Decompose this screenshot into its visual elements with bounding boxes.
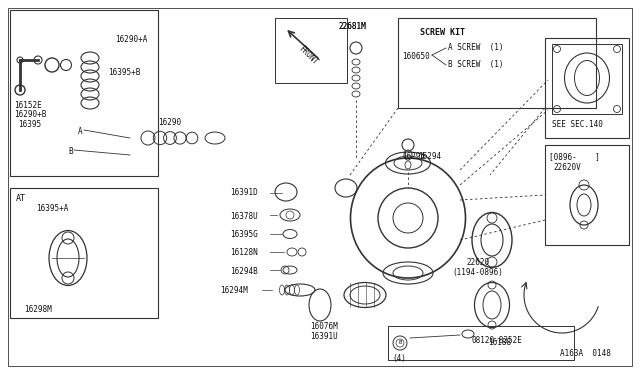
Text: SEE SEC.140: SEE SEC.140 <box>552 120 603 129</box>
Text: 16290: 16290 <box>158 118 181 127</box>
Text: 16294M: 16294M <box>220 286 248 295</box>
Text: 16391U: 16391U <box>310 332 338 341</box>
Bar <box>552 44 622 114</box>
Text: 22620V: 22620V <box>553 163 580 172</box>
Text: B: B <box>398 340 402 346</box>
Text: 16294B: 16294B <box>230 267 258 276</box>
Bar <box>545 145 629 245</box>
Text: 16395: 16395 <box>18 120 41 129</box>
Text: 16290+A: 16290+A <box>115 35 147 44</box>
Text: 16378U: 16378U <box>230 212 258 221</box>
Text: 16395+B: 16395+B <box>108 68 140 77</box>
Text: 16188: 16188 <box>488 338 511 347</box>
Bar <box>10 10 158 176</box>
Text: 22681M: 22681M <box>338 22 365 31</box>
Bar <box>10 188 158 318</box>
Text: 16391D: 16391D <box>230 188 258 197</box>
Text: 16395+A: 16395+A <box>36 204 68 213</box>
Text: AT: AT <box>16 194 26 203</box>
Text: B SCREW  (1): B SCREW (1) <box>448 60 504 69</box>
Text: 22620: 22620 <box>466 258 489 267</box>
Text: A SCREW  (1): A SCREW (1) <box>448 43 504 52</box>
Text: 16395G: 16395G <box>230 230 258 239</box>
Text: [0896-    ]: [0896- ] <box>549 152 600 161</box>
Bar <box>388 326 574 360</box>
Text: 16076M: 16076M <box>310 322 338 331</box>
Text: 16298M: 16298M <box>24 305 52 314</box>
Text: A: A <box>78 127 83 136</box>
Text: SCREW KIT: SCREW KIT <box>420 28 465 37</box>
Text: 08120-8352E: 08120-8352E <box>472 336 523 345</box>
Text: (1194-0896): (1194-0896) <box>452 268 503 277</box>
Text: 16152E: 16152E <box>14 101 42 110</box>
Text: (4): (4) <box>392 354 406 363</box>
Bar <box>545 38 629 138</box>
Text: 22681M: 22681M <box>338 22 365 31</box>
Text: B: B <box>68 147 72 156</box>
Bar <box>275 18 347 83</box>
Text: 16294: 16294 <box>402 152 425 161</box>
Text: 16290+B: 16290+B <box>14 110 46 119</box>
Bar <box>398 18 596 108</box>
Text: A163A  0148: A163A 0148 <box>560 349 611 358</box>
Text: FRONT: FRONT <box>297 44 319 66</box>
Text: 16128N: 16128N <box>230 248 258 257</box>
Text: 16294: 16294 <box>418 152 441 161</box>
Text: 160650: 160650 <box>402 52 429 61</box>
